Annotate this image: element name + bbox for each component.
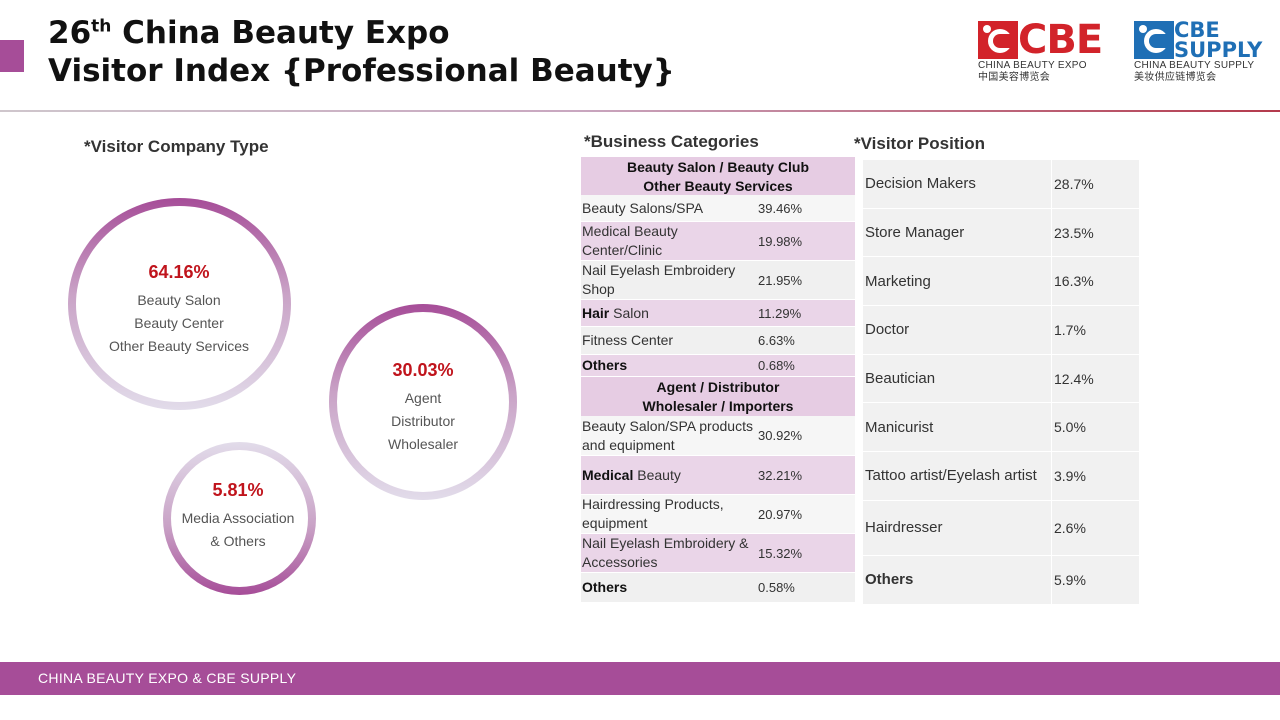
company-ring-1: [68, 198, 291, 410]
cbe-logo: CBE CHINA BEAUTY EXPO 中国美容博览会: [978, 17, 1103, 84]
table-row: Others 0.58%: [581, 573, 855, 603]
company-label-2: Agent Distributor Wholesaler: [387, 390, 459, 452]
table-row: Medical Beauty 32.21%: [581, 456, 855, 495]
supply-logo-word-2: SUPPLY: [1174, 38, 1263, 62]
page-title: 26th China Beauty Expo Visitor Index {Pr…: [48, 14, 675, 90]
table-row: Medical Beauty Center/Clinic 19.98%: [581, 222, 855, 261]
position-heading: *Visitor Position: [854, 134, 985, 153]
table-row: Others 0.68%: [581, 355, 855, 377]
table-row: Hair Salon 11.29%: [581, 300, 855, 327]
table-row: Hairdresser 2.6%: [863, 500, 1139, 556]
table-row: Nail Eyelash Embroidery & Accessories 15…: [581, 534, 855, 573]
header-divider: [0, 110, 1280, 112]
title-suffix: th: [91, 16, 112, 37]
business-table: Beauty Salon / Beauty Club Other Beauty …: [581, 157, 855, 603]
title-rest: China Beauty Expo: [111, 15, 450, 51]
table-row: Manicurist 5.0%: [863, 403, 1139, 453]
supply-logo-word-1: CBE: [1174, 18, 1220, 42]
table-row: Fitness Center 6.63%: [581, 327, 855, 355]
business-group-1-header: Beauty Salon / Beauty Club Other Beauty …: [581, 157, 855, 195]
table-row: Beauty Salons/SPA 39.46%: [581, 195, 855, 222]
footer-text: CHINA BEAUTY EXPO & CBE SUPPLY: [38, 670, 297, 686]
company-type-heading: *Visitor Company Type: [84, 137, 269, 156]
table-row: Decision Makers 28.7%: [863, 160, 1139, 209]
company-label-1: Beauty Salon Beauty Center Other Beauty …: [108, 292, 250, 354]
supply-logo-sub-en: CHINA BEAUTY SUPPLY: [1134, 60, 1255, 71]
footer-bar: CHINA BEAUTY EXPO & CBE SUPPLY: [0, 662, 1280, 695]
cbe-logo-sub-en: CHINA BEAUTY EXPO: [978, 60, 1087, 71]
company-ring-2-text: 30.03% Agent Distributor Wholesaler: [323, 360, 523, 456]
company-label-3: Media Association & Others: [181, 510, 295, 549]
company-ring-1-text: 64.16% Beauty Salon Beauty Center Other …: [79, 262, 279, 358]
cbe-supply-logo: CBE SUPPLY CHINA BEAUTY SUPPLY 美妆供应链博览会: [1134, 20, 1262, 84]
table-row: Store Manager 23.5%: [863, 208, 1139, 258]
company-pct-1: 64.16%: [148, 262, 210, 282]
company-ring-3: [163, 442, 316, 595]
title-number: 26: [48, 15, 92, 51]
table-row: Doctor 1.7%: [863, 306, 1139, 355]
cbe-logo-word: CBE: [1018, 17, 1103, 63]
table-row: Beautician 12.4%: [863, 354, 1139, 404]
table-row: Hairdressing Products, equipment 20.97%: [581, 495, 855, 534]
supply-logo-sub-cn: 美妆供应链博览会: [1134, 72, 1217, 83]
title-line-2: Visitor Index {Professional Beauty}: [48, 53, 675, 89]
position-table: Decision Makers 28.7% Store Manager 23.5…: [863, 160, 1139, 605]
company-ring-2: [329, 304, 517, 500]
table-row: Beauty Salon/SPA products and equipment …: [581, 416, 855, 456]
cbe-supply-logo-mark-icon: [1134, 21, 1174, 59]
business-group-2-header: Agent / Distributor Wholesaler / Importe…: [581, 377, 855, 416]
cbe-logo-mark-icon: [978, 21, 1018, 59]
table-row: Marketing 16.3%: [863, 257, 1139, 307]
company-ring-3-text: 5.81% Media Association & Others: [138, 480, 338, 553]
company-pct-3: 5.81%: [212, 480, 264, 500]
table-row: Others 5.9%: [863, 555, 1139, 605]
cbe-logo-sub-cn: 中国美容博览会: [978, 72, 1051, 83]
table-row: Tattoo artist/Eyelash artist 3.9%: [863, 452, 1139, 501]
accent-block: [0, 40, 24, 72]
business-heading: *Business Categories: [584, 132, 759, 151]
company-pct-2: 30.03%: [392, 360, 454, 380]
title-line-1: 26th China Beauty Expo: [48, 14, 675, 52]
table-row: Nail Eyelash Embroidery Shop 21.95%: [581, 261, 855, 300]
